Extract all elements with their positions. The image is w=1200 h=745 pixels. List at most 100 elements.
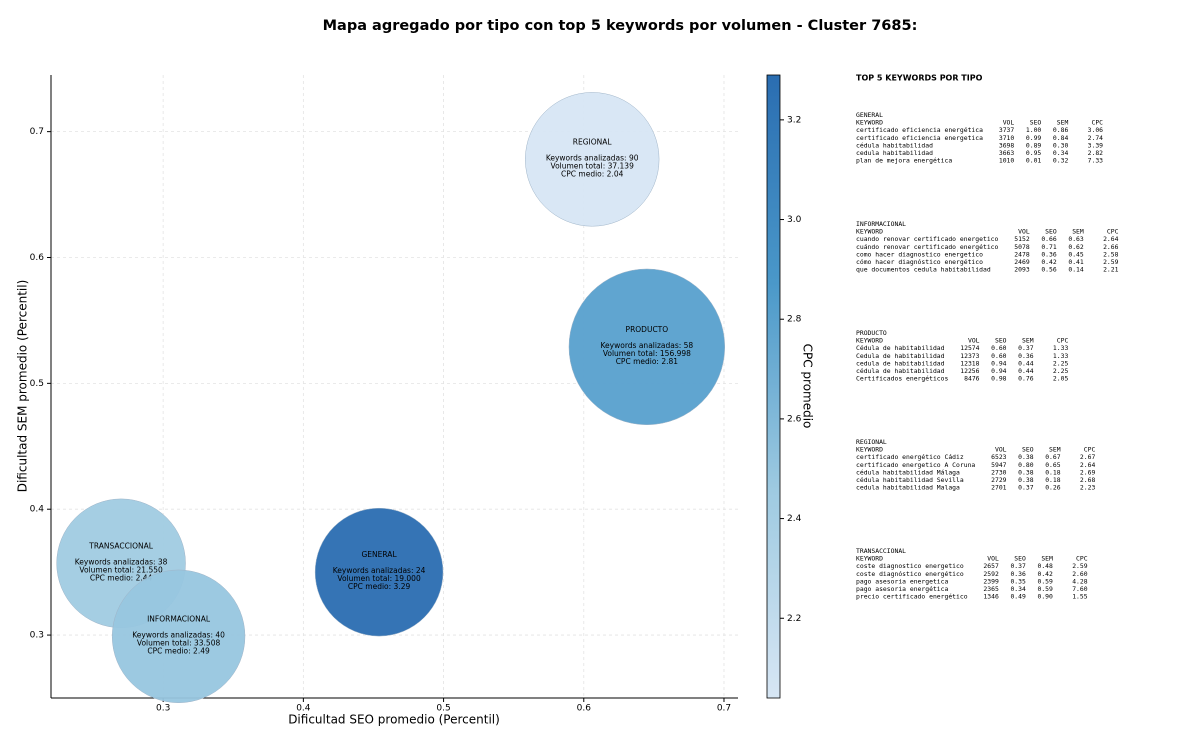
table-cell: 0.76 [1018, 375, 1034, 383]
column-header: VOL [995, 446, 1007, 454]
column-header: CPC [1084, 446, 1096, 454]
table-cell: 2093 [1014, 266, 1030, 274]
table-cell: 2.64 [1080, 461, 1096, 469]
table-cell: 0.59 [1037, 585, 1053, 593]
column-header: SEM [1022, 337, 1034, 345]
table-cell: pago asesoria energetica [856, 577, 948, 585]
table-cell: cedula de habitabilidad [856, 359, 945, 367]
table-cell: 0.36 [1010, 570, 1026, 578]
table-cell: 7.33 [1088, 157, 1104, 165]
table-cell: 0.26 [1045, 484, 1061, 492]
table-cell: 2.74 [1088, 134, 1104, 142]
x-axis-label: Dificultad SEO promedio (Percentil) [288, 713, 500, 727]
table-cell: 0.38 [1018, 453, 1034, 461]
table-cell: 0.42 [1037, 570, 1053, 578]
column-header: KEYWORD [856, 119, 883, 127]
x-tick-label: 0.4 [296, 704, 311, 714]
table-cell: 2.05 [1053, 375, 1069, 383]
section-name: REGIONAL [856, 438, 887, 446]
table-cell: como hacer diagnostico energetico [856, 250, 983, 258]
y-axis-label: Dificultad SEM promedio (Percentil) [16, 280, 30, 493]
table-cell: Certificados energéticos [856, 375, 948, 383]
table-cell: 0.66 [1041, 235, 1057, 243]
table-cell: 0.49 [1010, 593, 1026, 601]
y-tick-label: 0.3 [30, 631, 44, 641]
colorbar-tick-label: 2.8 [787, 315, 802, 325]
table-cell: 0.89 [1026, 141, 1042, 149]
table-cell: 0.60 [991, 344, 1007, 352]
table-cell: 0.18 [1045, 468, 1061, 476]
table-cell: 5152 [1014, 235, 1030, 243]
table-cell: 2.69 [1080, 468, 1096, 476]
table-cell: 0.95 [1026, 149, 1042, 157]
table-cell: certificado eficiencia energética [856, 126, 983, 134]
colorbar-tick-label: 2.4 [787, 514, 802, 524]
y-tick-label: 0.6 [30, 253, 45, 263]
bubble-volume: Volumen total: 33.508 [137, 638, 221, 647]
table-cell: 1.33 [1053, 344, 1069, 352]
table-cell: 2.25 [1053, 367, 1069, 375]
table-cell: plan de mejora energética [856, 157, 952, 165]
table-cell: 0.80 [1018, 461, 1034, 469]
table-cell: 3737 [999, 126, 1015, 134]
table-cell: 0.41 [1068, 258, 1084, 266]
section-name: TRANSACCIONAL [856, 547, 906, 555]
column-header: CPC [1091, 119, 1103, 127]
table-cell: 2365 [983, 585, 999, 593]
column-header: SEM [1057, 119, 1069, 127]
table-cell: Cédula de habitabilidad [856, 344, 945, 352]
column-header: KEYWORD [856, 337, 883, 345]
bubble-keywords: Keywords analizadas: 40 [132, 630, 225, 639]
column-header: KEYWORD [856, 446, 883, 454]
table-cell: 0.45 [1068, 250, 1084, 258]
table-cell: 0.34 [1010, 585, 1026, 593]
table-cell: 2.66 [1103, 243, 1119, 251]
colorbar-label: CPC promedio [801, 344, 815, 429]
colorbar-tick-label: 3.2 [787, 115, 801, 125]
table-cell: 2.59 [1072, 562, 1088, 570]
column-header: KEYWORD [856, 555, 883, 563]
table-cell: 1.33 [1053, 352, 1069, 360]
table-cell: 12373 [960, 352, 979, 360]
bubble [525, 92, 660, 227]
column-header: VOL [1018, 228, 1030, 236]
colorbar-tick-label: 2.6 [787, 414, 802, 424]
section-name: INFORMACIONAL [856, 220, 906, 228]
table-cell: 2657 [983, 562, 999, 570]
bubble [111, 569, 246, 703]
table-cell: 2.58 [1103, 250, 1119, 258]
table-cell: que documentos cedula habitabilidad [856, 266, 991, 274]
table-cell: 2.25 [1053, 359, 1069, 367]
table-cell: certificado energético Cádiz [856, 453, 964, 461]
table-cell: 2701 [991, 484, 1007, 492]
table-cell: 0.35 [1010, 577, 1026, 585]
table-cell: 0.86 [1053, 126, 1069, 134]
table-cell: 2592 [983, 570, 999, 578]
column-header: VOL [1003, 119, 1015, 127]
table-cell: cuando renovar certificado energetico [856, 235, 999, 243]
table-cell: 5078 [1014, 243, 1030, 251]
bubble-name: INFORMACIONAL [147, 614, 211, 623]
bubble-keywords: Keywords analizadas: 90 [546, 153, 639, 162]
table-cell: coste diagnostico energetico [856, 562, 964, 570]
table-cell: 6523 [991, 453, 1007, 461]
table-cell: 2399 [983, 577, 999, 585]
bubble-name: PRODUCTO [626, 325, 669, 334]
table-cell: 8476 [964, 375, 980, 383]
table-cell: certificado eficiencia energetica [856, 134, 983, 142]
table-cell: 0.84 [1053, 134, 1069, 142]
table-cell: 3.06 [1088, 126, 1104, 134]
column-header: SEM [1072, 228, 1084, 236]
bubble-keywords: Keywords analizadas: 24 [333, 566, 426, 575]
table-cell: 2.21 [1103, 266, 1119, 274]
table-cell: certificado energetico A Coruna [856, 461, 975, 469]
column-header: CPC [1107, 228, 1119, 236]
table-cell: coste diagnóstico energético [856, 570, 964, 578]
bubble-cpc: CPC medio: 2.04 [561, 169, 624, 178]
table-cell: 0.59 [1037, 577, 1053, 585]
bubble-name: TRANSACCIONAL [88, 541, 153, 550]
y-tick-label: 0.4 [30, 505, 45, 515]
table-cell: 0.71 [1041, 243, 1057, 251]
column-header: SEO [995, 337, 1007, 345]
